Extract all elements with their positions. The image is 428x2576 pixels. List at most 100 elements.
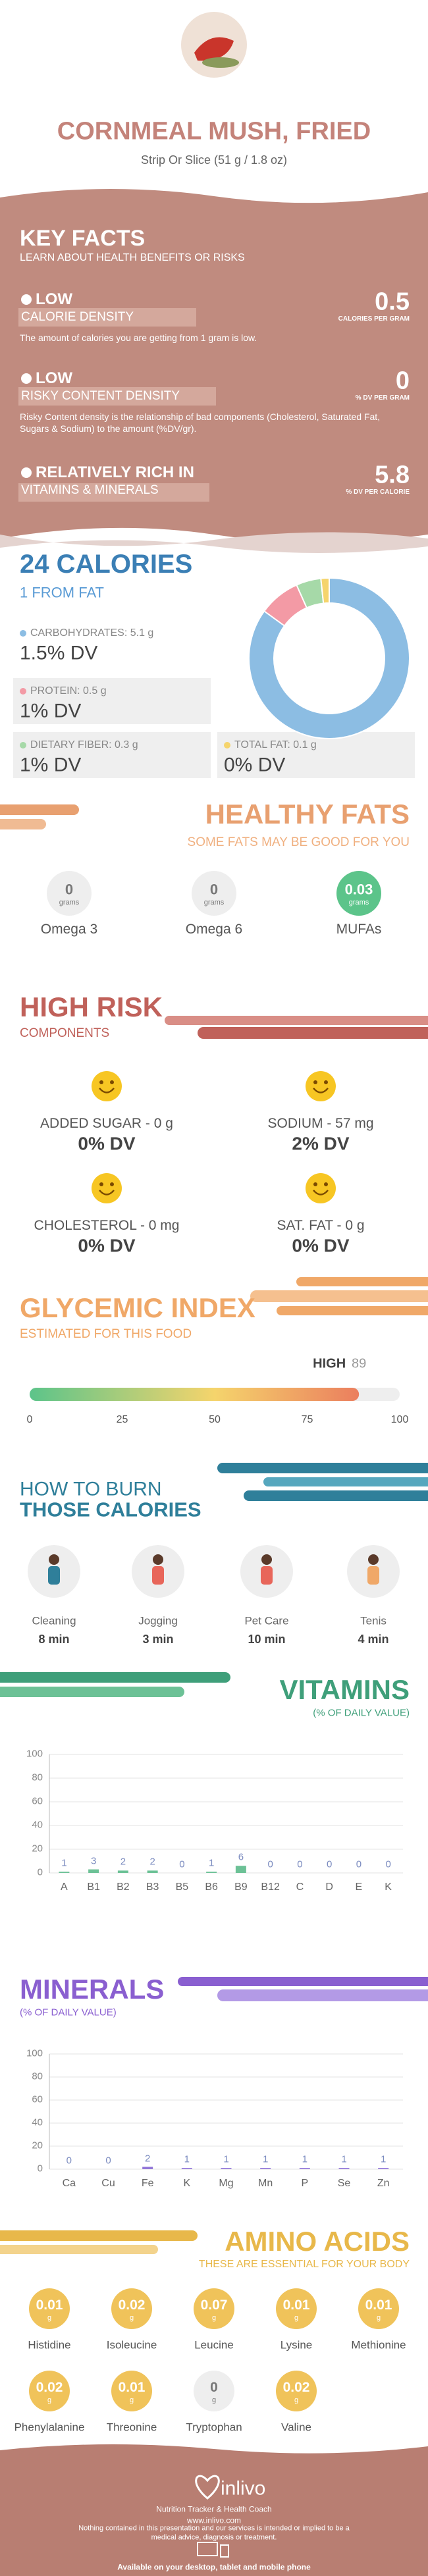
activity-head — [368, 1554, 379, 1565]
legend-dot — [20, 688, 26, 695]
amino-value: 0.01 — [282, 2297, 310, 2313]
fact-level: LOW — [36, 290, 72, 308]
activity-name: Jogging — [138, 1614, 178, 1627]
amino-name: Methionine — [351, 2338, 406, 2352]
bar — [221, 2168, 232, 2169]
y-tick-label: 40 — [32, 2116, 43, 2128]
amino-name: Leucine — [194, 2338, 234, 2352]
smiley-eye — [324, 1080, 328, 1084]
x-tick-label: B12 — [261, 1881, 280, 1893]
donut-slice — [248, 577, 410, 739]
bar — [235, 1866, 246, 1873]
value-label: 0 — [356, 1858, 362, 1870]
value-label: 1 — [380, 2153, 387, 2165]
activity-time: 3 min — [142, 1632, 174, 1646]
value-label: 0 — [326, 1858, 333, 1870]
stripe — [277, 1306, 428, 1315]
section-title: HIGH RISK — [20, 991, 163, 1022]
value-label: 0 — [179, 1858, 185, 1870]
x-tick-label: K — [183, 2178, 191, 2189]
x-tick-label: E — [355, 1881, 363, 1893]
risk-dv: 0% DV — [78, 1133, 136, 1154]
amino-circle — [358, 2288, 399, 2329]
availability: Available on your desktop, tablet and mo… — [117, 2562, 311, 2572]
smiley-mouth — [313, 1190, 329, 1196]
section-title: 24 CALORIES — [20, 550, 193, 579]
stripe — [0, 804, 79, 815]
y-tick-label: 80 — [32, 1772, 43, 1783]
value-label: 1 — [302, 2153, 308, 2165]
x-tick-label: Se — [337, 2178, 351, 2189]
smiley — [306, 1071, 336, 1101]
smiley-eye — [99, 1182, 103, 1186]
risk-label: SODIUM - 57 mg — [267, 1115, 374, 1131]
value-label: 0 — [297, 1858, 303, 1870]
subtitle: Strip Or Slice (51 g / 1.8 oz) — [140, 153, 288, 167]
stripe — [263, 1477, 428, 1486]
y-tick-label: 20 — [32, 1843, 43, 1854]
amino-unit: g — [294, 2314, 299, 2323]
section-subtitle: SOME FATS MAY BE GOOD FOR YOU — [187, 835, 410, 850]
bar — [206, 1872, 217, 1873]
smiley-eye — [110, 1182, 114, 1186]
bar — [260, 2168, 271, 2169]
activity-head — [261, 1554, 272, 1565]
amino-value: 0.02 — [118, 2297, 146, 2313]
smiley — [92, 1173, 122, 1203]
x-tick-label: Cu — [101, 2178, 115, 2189]
logo-heart — [195, 2475, 220, 2500]
fact-description: Risky Content density is the relationshi… — [20, 411, 381, 434]
activity-time: 4 min — [358, 1632, 389, 1646]
x-tick-label: P — [301, 2178, 309, 2189]
x-tick-label: B9 — [234, 1881, 248, 1893]
fat-name: Omega 3 — [40, 921, 98, 937]
donut-slice — [320, 577, 330, 604]
value-label: 2 — [120, 1856, 126, 1868]
fact-value: 0.5 — [375, 288, 410, 316]
risk-dv: 0% DV — [292, 1235, 350, 1256]
legend-dot — [224, 742, 230, 749]
y-tick-label: 100 — [26, 2047, 43, 2059]
section-subtitle: ESTIMATED FOR THIS FOOD — [20, 1327, 192, 1342]
amino-unit: g — [211, 2314, 217, 2323]
highlight — [18, 308, 196, 327]
x-tick-label: B5 — [175, 1881, 189, 1893]
key-facts-band — [0, 188, 428, 542]
amino-circle — [276, 2288, 317, 2329]
value-label: 1 — [262, 2153, 269, 2165]
amino-circle — [29, 2288, 70, 2329]
nutrient-dv: 1% DV — [20, 700, 82, 722]
amino-unit: g — [47, 2396, 52, 2405]
activity-head — [153, 1554, 163, 1565]
x-tick-label: Mn — [258, 2178, 273, 2189]
activity-name: Pet Care — [244, 1614, 289, 1627]
nutrient-dv: 0% DV — [224, 754, 286, 776]
gi-bar — [30, 1388, 360, 1401]
risk-dv: 0% DV — [78, 1235, 136, 1256]
section-title: AMINO ACIDS — [225, 2225, 410, 2257]
fact-unit: % DV PER GRAM — [355, 394, 410, 402]
y-tick-label: 80 — [32, 2070, 43, 2082]
y-tick-label: 0 — [37, 2163, 43, 2174]
stripe — [217, 1463, 428, 1473]
stripe — [198, 1027, 428, 1039]
gi-tick-label: 25 — [116, 1414, 128, 1425]
risk-label: SAT. FAT - 0 g — [277, 1217, 365, 1233]
fact-name: RISKY CONTENT DENSITY — [21, 389, 180, 404]
activity-body — [261, 1566, 273, 1585]
legend-dot — [20, 630, 26, 637]
disclaimer: Nothing contained in this presentation a… — [78, 2524, 350, 2541]
stripe — [0, 1687, 184, 1697]
value-label: 1 — [208, 1857, 215, 1869]
value-label: 6 — [238, 1851, 244, 1863]
activity-head — [49, 1554, 59, 1565]
amino-unit: g — [376, 2314, 381, 2323]
x-tick-label: B6 — [205, 1881, 218, 1893]
fact-description: The amount of calories you are getting f… — [20, 332, 257, 343]
amino-unit: g — [129, 2396, 134, 2405]
amino-name: Lysine — [280, 2338, 313, 2352]
fact-level: LOW — [36, 369, 72, 387]
y-tick-label: 20 — [32, 2140, 43, 2151]
